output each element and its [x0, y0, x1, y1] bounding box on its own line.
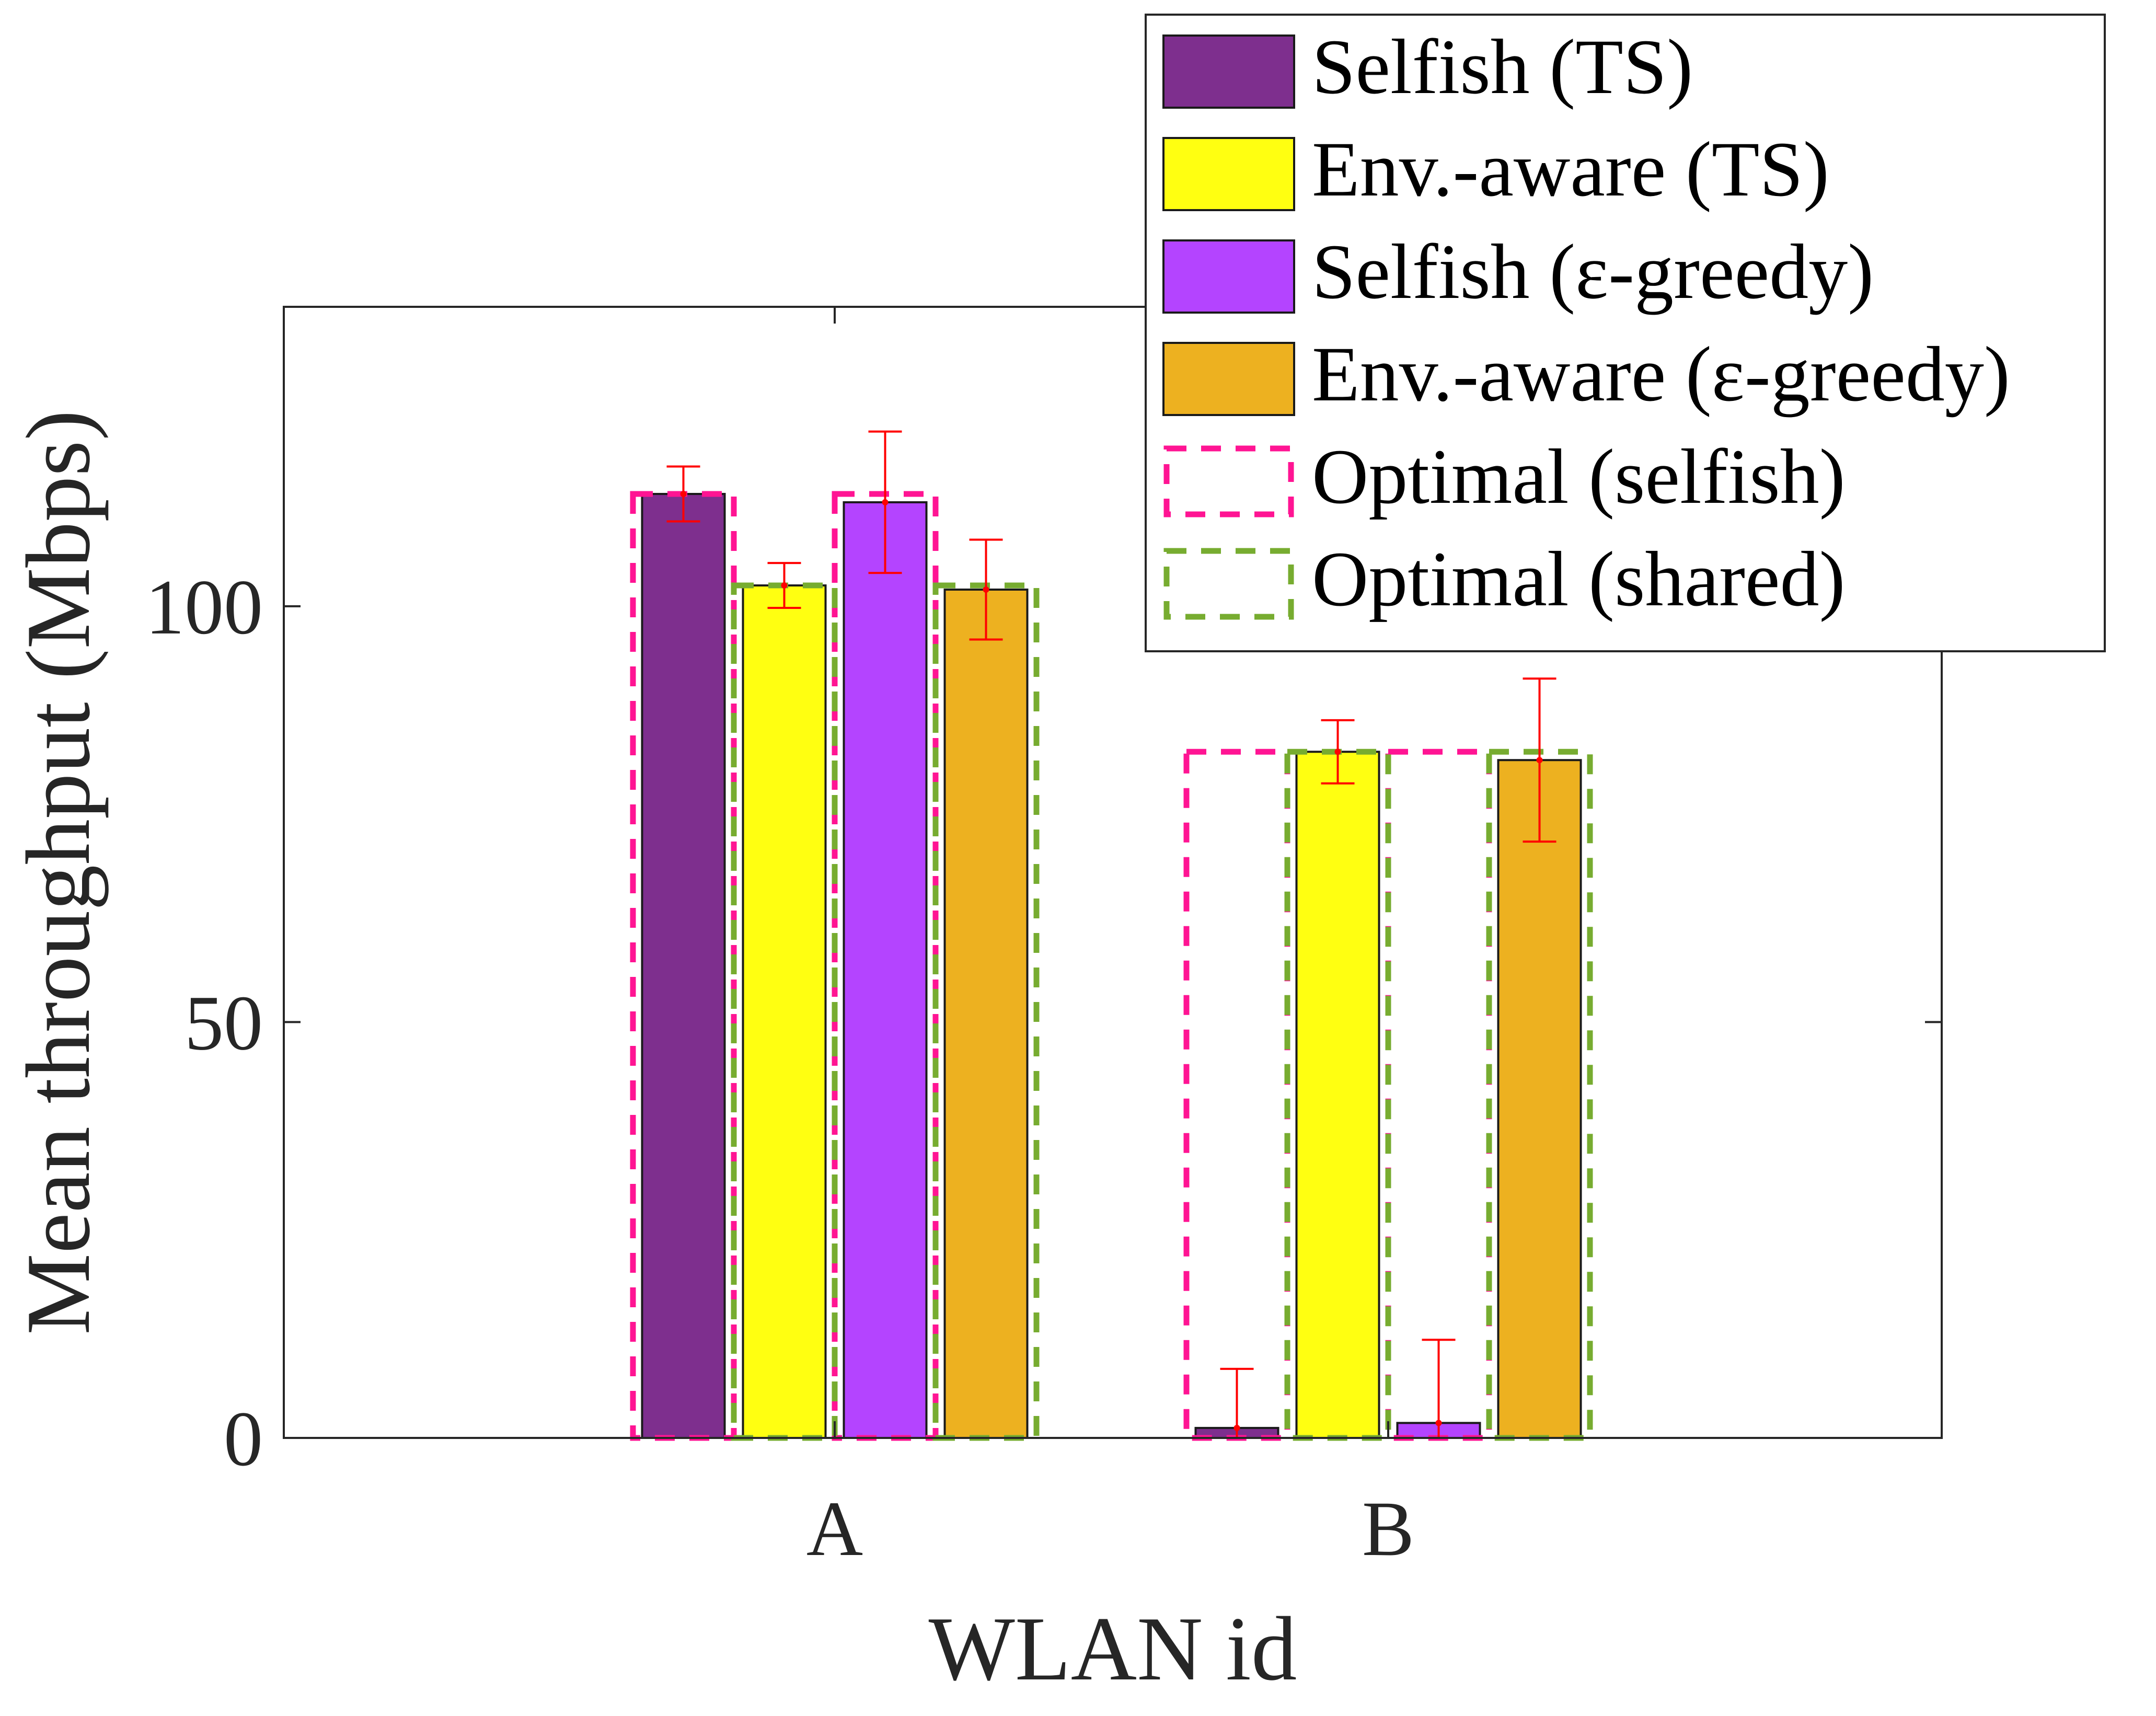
y-tick-label-100: 100: [145, 564, 263, 651]
bar-a-series-1: [642, 494, 725, 1438]
error-bar-b-series-3-mean-dot: [1436, 1420, 1442, 1426]
bar-a-series-2: [743, 585, 826, 1438]
y-tick-label-0: 0: [224, 1396, 263, 1482]
legend-item-1-label: Selfish (TS): [1312, 24, 1693, 110]
x-tick-label-a: A: [806, 1485, 863, 1572]
x-tick-label-b: B: [1362, 1485, 1414, 1572]
error-bar-b-series-1-mean-dot: [1234, 1425, 1240, 1431]
bar-b-series-4: [1498, 760, 1581, 1438]
error-bar-a-series-2-mean-dot: [781, 582, 788, 589]
legend-item-3-label: Selfish (ε-greedy): [1312, 228, 1874, 315]
legend-item-1-swatch: [1163, 36, 1294, 108]
bar-a-series-4: [945, 590, 1028, 1438]
legend-item-2-label: Env.-aware (TS): [1312, 126, 1829, 213]
y-axis-title: Mean throughput (Mbps): [7, 410, 109, 1334]
error-bar-b-series-4-mean-dot: [1537, 757, 1543, 763]
bar-b-series-2: [1297, 752, 1379, 1438]
legend-item-6-label: Optimal (shared): [1312, 536, 1845, 623]
error-bar-a-series-1-mean-dot: [681, 491, 687, 497]
y-tick-label-50: 50: [185, 980, 263, 1066]
error-bar-a-series-4-mean-dot: [983, 586, 989, 593]
error-bar-a-series-3-mean-dot: [882, 499, 889, 505]
legend-item-2-swatch: [1163, 138, 1294, 210]
legend-item-4-label: Env.-aware (ε-greedy): [1312, 331, 2010, 418]
legend: Selfish (TS) Env.-aware (TS) Selfish (ε-gr…: [1146, 15, 2105, 651]
error-bar-b-series-2-mean-dot: [1335, 748, 1341, 755]
x-axis-title: WLAN id: [929, 1598, 1297, 1699]
bar-a-series-3: [844, 502, 927, 1438]
legend-item-5-label: Optimal (selfish): [1312, 433, 1846, 520]
legend-item-3-swatch: [1163, 240, 1294, 313]
legend-item-4-swatch: [1163, 343, 1294, 415]
